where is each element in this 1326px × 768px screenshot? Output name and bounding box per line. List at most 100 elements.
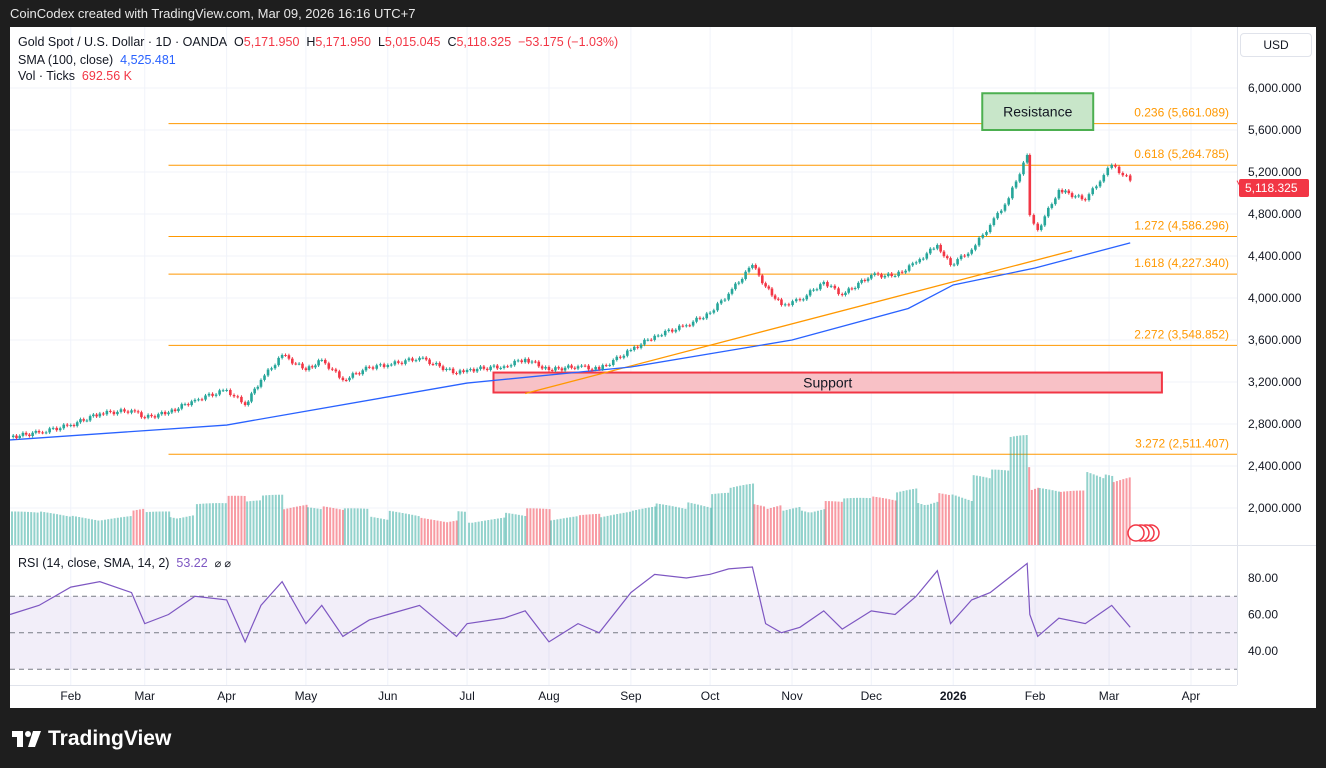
volume-bar xyxy=(107,519,110,545)
candle-body xyxy=(18,435,21,438)
candle-body xyxy=(597,367,601,370)
volume-bar xyxy=(612,514,615,545)
candle-body xyxy=(320,359,324,361)
candle-body xyxy=(126,411,130,413)
volume-bar xyxy=(302,505,305,545)
volume-bar xyxy=(286,508,289,545)
candle-body xyxy=(445,368,448,370)
candle-body xyxy=(705,313,709,319)
volume-bar xyxy=(283,509,286,545)
volume-bar xyxy=(234,495,237,545)
y-tick-label: 4,800.000 xyxy=(1248,207,1302,221)
volume-bar xyxy=(322,506,325,545)
volume-bar xyxy=(985,477,988,545)
volume-bar xyxy=(944,494,947,545)
sma-legend[interactable]: SMA (100, close) 4,525.481 xyxy=(18,53,176,67)
volume-bar xyxy=(392,511,395,545)
volume-bar xyxy=(33,512,36,545)
volume-bar xyxy=(532,508,535,545)
volume-bar xyxy=(94,519,97,545)
candle-body xyxy=(58,428,62,431)
candle-body xyxy=(907,265,911,271)
candle-body xyxy=(587,365,590,370)
candle-body xyxy=(1036,223,1040,230)
volume-bar xyxy=(1016,435,1019,545)
volume-legend[interactable]: Vol · Ticks 692.56 K xyxy=(18,69,132,83)
volume-bar xyxy=(36,512,39,545)
rsi-value: 53.22 xyxy=(176,556,208,570)
candle-body xyxy=(37,431,41,433)
volume-bar xyxy=(120,517,123,545)
close-value: 5,118.325 xyxy=(456,35,512,49)
candle-body xyxy=(866,278,870,281)
volume-bar xyxy=(350,508,353,545)
volume-bar xyxy=(68,516,71,545)
candle-body xyxy=(550,370,554,372)
volume-bar xyxy=(852,497,855,545)
candle-body xyxy=(1014,181,1018,188)
candle-body xyxy=(767,286,771,289)
volume-bar xyxy=(756,504,759,545)
candle-body xyxy=(840,294,844,296)
volume-bar xyxy=(936,501,939,545)
candle-body xyxy=(678,325,681,330)
volume-bar xyxy=(951,494,954,545)
candle-body xyxy=(534,361,537,363)
candle-body xyxy=(143,417,147,419)
x-tick-label: Dec xyxy=(861,689,882,703)
candle-body xyxy=(1128,175,1132,181)
volume-bar xyxy=(975,475,978,545)
volume-bar xyxy=(1125,478,1128,545)
candle-body xyxy=(173,409,177,412)
candle-body xyxy=(883,275,887,278)
candle-body xyxy=(41,432,44,434)
x-tick-label: Oct xyxy=(701,689,720,703)
candle-body xyxy=(833,285,837,289)
symbol-title[interactable]: Gold Spot / U.S. Dollar · 1D · OANDA xyxy=(18,35,228,49)
sma-value: 4,525.481 xyxy=(120,53,176,67)
candle-body xyxy=(21,432,25,436)
candle-body xyxy=(1074,196,1077,198)
rsi-legend[interactable]: RSI (14, close, SMA, 14, 2) 53.22 ⌀ ⌀ xyxy=(18,556,231,570)
chart-panel[interactable] xyxy=(10,27,1316,708)
volume-bar xyxy=(930,503,933,545)
volume-bar xyxy=(529,508,532,545)
volume-bar xyxy=(148,511,151,545)
volume-bar xyxy=(299,505,302,545)
tradingview-logo[interactable]: TradingView xyxy=(12,727,171,751)
volume-bar xyxy=(1045,489,1048,545)
candle-body xyxy=(297,363,301,365)
volume-bar xyxy=(1112,482,1115,545)
candle-body xyxy=(123,409,126,412)
volume-bar xyxy=(17,511,20,545)
volume-bar xyxy=(43,512,46,545)
volume-bar xyxy=(90,519,93,545)
volume-bar xyxy=(1107,475,1110,545)
candle-body xyxy=(570,365,573,368)
sma-label: SMA (100, close) xyxy=(18,53,114,67)
volume-bar xyxy=(132,510,135,545)
volume-bar xyxy=(526,508,529,545)
volume-bar xyxy=(52,513,55,545)
volume-bar xyxy=(788,509,791,545)
volume-bar xyxy=(585,514,588,545)
volume-bar xyxy=(274,494,277,545)
candle-body xyxy=(956,259,959,265)
y-tick-label: 2,800.000 xyxy=(1248,417,1302,431)
volume-bar xyxy=(957,496,960,545)
candle-body xyxy=(757,268,761,276)
volume-bar xyxy=(1028,467,1031,545)
currency-button[interactable]: USD xyxy=(1240,33,1312,57)
volume-bar xyxy=(1041,488,1044,545)
candle-body xyxy=(970,249,973,254)
candle-body xyxy=(560,368,564,371)
low-value: 5,015.045 xyxy=(384,35,441,49)
candle-body xyxy=(695,317,698,322)
candle-body xyxy=(869,275,873,279)
candle-body xyxy=(619,356,622,358)
candle-body xyxy=(393,361,397,365)
us-flag-event-icon xyxy=(1127,524,1145,542)
y-tick-label: 4,400.000 xyxy=(1248,249,1302,263)
candle-body xyxy=(880,274,883,278)
